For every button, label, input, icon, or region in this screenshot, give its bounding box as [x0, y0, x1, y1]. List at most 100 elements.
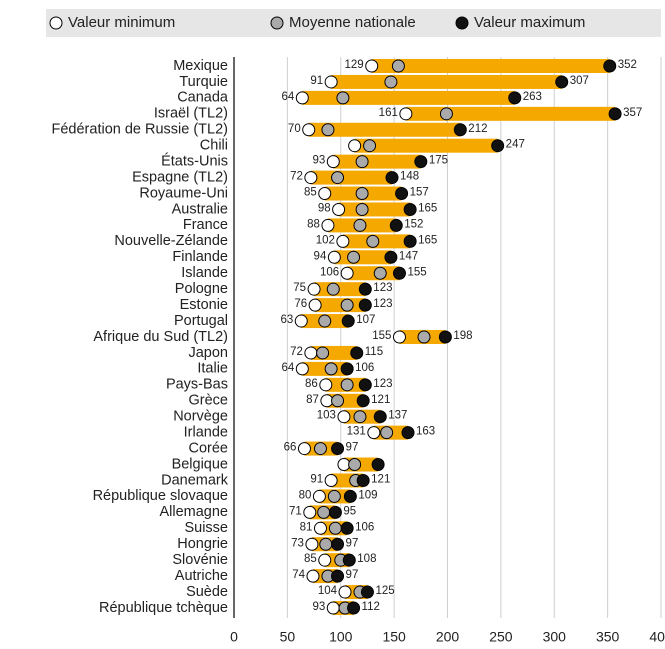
dot [338, 585, 352, 599]
data-label: 125 [375, 585, 394, 597]
data-label: 72 [290, 346, 303, 358]
dot [360, 585, 374, 599]
range-bar [347, 266, 400, 281]
data-label: 212 [468, 123, 487, 135]
dot [342, 553, 356, 567]
dot [321, 218, 335, 232]
dot [324, 362, 338, 376]
data-label: 165 [418, 203, 437, 215]
category-label: Italie [197, 361, 228, 377]
data-label: 94 [314, 250, 327, 262]
dot [358, 282, 372, 296]
range-bar [354, 138, 498, 153]
dot [316, 346, 330, 360]
data-label: 106 [355, 521, 374, 533]
category-label: Suisse [184, 520, 228, 536]
x-tick-label: 0 [230, 629, 238, 645]
data-label: 66 [284, 442, 297, 454]
data-label: 155 [407, 266, 426, 278]
dot [340, 298, 354, 312]
category-label: Fédération de Russie (TL2) [52, 122, 229, 138]
range-bar [308, 122, 461, 137]
range-bar [302, 90, 515, 105]
data-label: 123 [373, 378, 392, 390]
category-label: Pays-Bas [166, 377, 228, 393]
data-label: 102 [316, 234, 335, 246]
category-label: Japon [188, 345, 228, 361]
category-label: Norvège [173, 409, 228, 425]
dot [312, 489, 326, 503]
data-label: 129 [345, 59, 364, 71]
data-label: 74 [292, 569, 305, 581]
data-label: 161 [379, 107, 398, 119]
data-label: 115 [365, 346, 383, 358]
dot [355, 202, 369, 216]
data-label: 93 [312, 601, 325, 613]
category-label: Allemagne [159, 504, 228, 520]
category-label: Nouvelle-Zélande [114, 233, 228, 249]
category-label: Mexique [173, 58, 228, 74]
dot [391, 59, 405, 73]
dot [491, 139, 505, 153]
data-label: 97 [346, 537, 359, 549]
dot [305, 537, 319, 551]
dot [297, 442, 311, 456]
data-label: 106 [320, 266, 339, 278]
data-label: 85 [304, 187, 317, 199]
dot [356, 473, 370, 487]
dot [337, 410, 351, 424]
dot [304, 346, 318, 360]
data-label: 64 [282, 91, 295, 103]
x-tick-label: 200 [436, 629, 460, 645]
dot [343, 489, 357, 503]
dot [439, 107, 453, 121]
data-label: 71 [289, 505, 302, 517]
range-bar [338, 202, 411, 217]
data-label: 85 [304, 553, 317, 565]
dot [336, 234, 350, 248]
category-label: Slovénie [172, 552, 228, 568]
category-label: Suède [186, 584, 228, 600]
dot [401, 426, 415, 440]
legend-marker [49, 16, 63, 30]
data-label: 198 [453, 330, 472, 342]
category-label: Canada [177, 90, 229, 106]
data-label: 73 [291, 537, 304, 549]
legend-label: Moyenne nationale [289, 14, 416, 31]
dot [555, 75, 569, 89]
data-label: 175 [429, 155, 448, 167]
dot [324, 473, 338, 487]
dot [392, 266, 406, 280]
data-label: 163 [416, 426, 435, 438]
dot [318, 187, 332, 201]
dot [356, 394, 370, 408]
category-label: États-Unis [161, 152, 228, 169]
dot [324, 75, 338, 89]
data-label: 152 [404, 218, 423, 230]
data-label: 123 [373, 298, 392, 310]
dot [321, 123, 335, 137]
dot [395, 187, 409, 201]
dot [608, 107, 622, 121]
dot [403, 202, 417, 216]
legend-background [46, 9, 661, 37]
dot [417, 330, 431, 344]
dot [319, 378, 333, 392]
dot [508, 91, 522, 105]
data-label: 121 [371, 394, 390, 406]
data-label: 121 [371, 474, 390, 486]
dot [317, 505, 331, 519]
dot [326, 601, 340, 615]
data-label: 97 [346, 569, 359, 581]
category-label: Turquie [179, 74, 228, 90]
category-label: Finlande [172, 249, 228, 265]
dot [307, 282, 321, 296]
category-label: Irlande [184, 424, 228, 440]
dot [294, 314, 308, 328]
dot [326, 282, 340, 296]
category-label: Autriche [175, 568, 228, 584]
data-label: 104 [318, 585, 338, 597]
category-label: République slovaque [93, 488, 228, 504]
dot [340, 378, 354, 392]
dot [389, 218, 403, 232]
